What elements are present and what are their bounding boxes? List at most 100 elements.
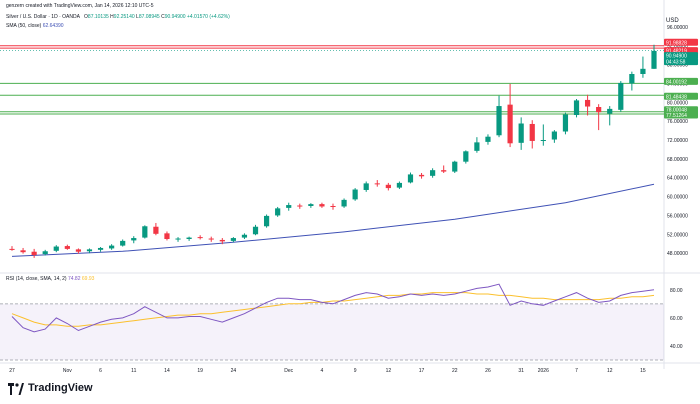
candle[interactable] [308,203,314,208]
horizontal-levels[interactable] [0,45,664,115]
candle[interactable] [252,224,259,236]
candle[interactable] [86,248,93,254]
candle[interactable] [186,236,192,241]
candle[interactable] [374,180,380,187]
candle[interactable] [109,244,115,250]
candle[interactable] [20,247,26,254]
rsi-pane[interactable] [0,283,664,361]
candle-body [496,106,502,136]
candle-body [540,140,546,141]
price-badge: 81.48438 [664,92,698,100]
candle[interactable] [230,237,236,243]
candle[interactable] [330,203,336,210]
candle[interactable] [241,233,248,239]
brand[interactable]: TradingView [8,382,93,395]
candle[interactable] [474,137,480,153]
candle[interactable] [31,248,37,258]
candle[interactable] [562,112,569,135]
candle[interactable] [430,168,436,178]
candle[interactable] [529,120,535,149]
candle[interactable] [596,104,602,131]
candle[interactable] [407,172,414,184]
candle[interactable] [385,182,391,191]
price-badge: 90.94900 [664,52,698,60]
candle[interactable] [197,235,203,240]
candle[interactable] [496,95,502,138]
candle-body [352,189,358,200]
rsi-legend[interactable]: RSI (14, close, SMA, 14, 2) 74.82 69.93 [6,276,94,282]
candle[interactable] [42,249,48,256]
candle[interactable] [418,173,425,179]
candle[interactable] [142,225,148,239]
candle[interactable] [551,130,557,143]
sma-legend-value: 62.64390 [42,23,64,29]
time-tick-label: Dec [284,368,293,374]
candle[interactable] [629,71,635,91]
candle-body [120,240,126,246]
ohlc-high-label: H [110,14,114,20]
candle[interactable] [175,237,181,242]
candle[interactable] [341,198,347,208]
candles-layer[interactable] [9,44,657,258]
candle[interactable] [363,181,369,192]
candle[interactable] [97,247,104,252]
rsi-sma-line[interactable] [11,292,655,327]
price-badge-label: 91.48219 [666,49,687,55]
candle[interactable] [319,202,325,208]
candle[interactable] [275,206,281,217]
candle-body [640,68,646,74]
candle[interactable] [651,44,657,69]
symbol-name[interactable]: Silver / U.S. Dollar · 1D · OANDA [6,14,80,20]
candle[interactable] [618,81,624,112]
candle-body [53,246,59,251]
candle[interactable] [573,98,580,118]
sma-50-line[interactable] [11,183,655,257]
candle-body [573,100,580,116]
candle[interactable] [518,117,524,150]
candle[interactable] [263,214,270,228]
candle[interactable] [75,248,82,254]
candle[interactable] [452,160,458,173]
candle[interactable] [441,165,447,173]
candle[interactable] [208,236,214,242]
chart-canvas[interactable]: 48.00000 52.00000 56.00000 60.00000 64.00000… [0,0,700,375]
countdown-label: 04:43:58 [666,60,686,66]
candle[interactable] [153,222,159,236]
candle[interactable] [540,124,546,146]
candle[interactable] [607,106,613,126]
candle-body [341,199,347,207]
sma-legend[interactable]: SMA (50, close) 62.64390 [6,23,64,29]
candle[interactable] [297,203,303,209]
candle[interactable] [219,238,225,245]
candle[interactable] [640,56,646,78]
candle[interactable] [9,246,15,251]
candle[interactable] [584,94,591,116]
candle[interactable] [164,231,170,241]
candle[interactable] [485,134,491,145]
candle[interactable] [53,245,59,253]
candle-body [407,174,414,183]
rsi-line[interactable] [11,283,655,333]
ohlc-low-label: L [136,14,139,20]
candle-body [463,151,469,162]
candle[interactable] [507,83,513,148]
candle[interactable] [286,202,292,211]
symbol-ohlc-line: Silver / U.S. Dollar · 1D · OANDA O87.10… [6,14,230,20]
candle[interactable] [352,188,358,201]
ohlc-close-label: C [161,14,165,20]
rsi-tick-label: 60.00 [670,316,683,322]
candle[interactable] [131,236,137,244]
candle-body [97,247,104,250]
candle[interactable] [120,239,126,247]
price-tick-label: 92.00000 [667,44,688,50]
price-tick-label: 60.00000 [667,195,688,201]
candle[interactable] [463,150,469,164]
candle[interactable] [396,181,403,190]
candle-body [42,251,48,255]
price-badge-bg [664,77,698,85]
candle-body [153,226,159,234]
candle[interactable] [64,244,70,250]
time-tick-label: 31 [518,368,524,374]
candle-body [629,74,635,84]
